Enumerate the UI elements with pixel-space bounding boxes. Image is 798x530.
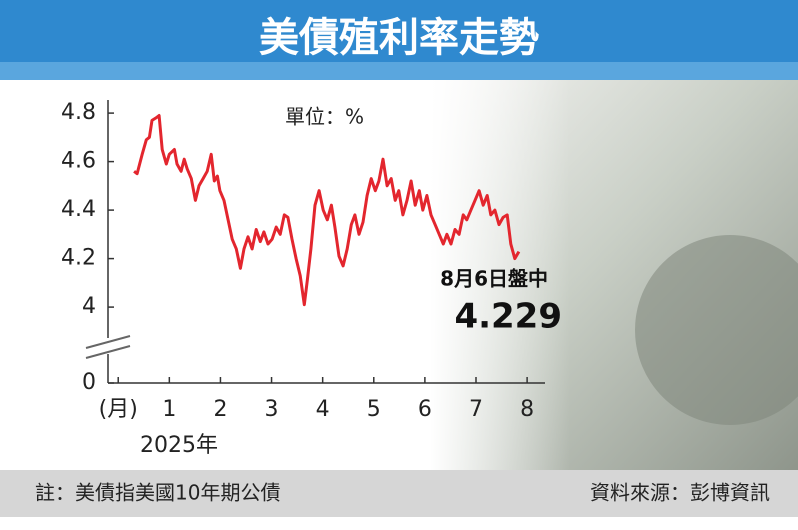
source: 資料來源：彭博資訊 bbox=[590, 481, 770, 505]
value-label: 4.229 bbox=[454, 297, 562, 337]
chart-title: 美債殖利率走勢 bbox=[259, 15, 539, 61]
x-axis-label: 2025年 bbox=[140, 433, 218, 458]
data-line bbox=[133, 114, 521, 307]
annotation: 8月6日盤中 bbox=[440, 267, 548, 291]
x-tick-label: 6 bbox=[418, 397, 432, 422]
x-tick-label: 4 bbox=[316, 397, 330, 422]
image-fade bbox=[430, 80, 570, 472]
portrait bbox=[635, 235, 798, 425]
y-tick-label: 4.2 bbox=[61, 246, 96, 271]
x-tick-label: 7 bbox=[469, 397, 483, 422]
y-tick-label: 0 bbox=[82, 370, 96, 395]
x-tick-label: 5 bbox=[367, 397, 381, 422]
axis-break bbox=[85, 345, 131, 359]
y-tick-label: 4.6 bbox=[61, 149, 96, 174]
footnote: 註：美債指美國10年期公債 bbox=[35, 481, 280, 505]
x-tick-label: 2 bbox=[213, 397, 227, 422]
x-tick-label: 3 bbox=[265, 397, 279, 422]
y-tick-label: 4.8 bbox=[61, 100, 96, 125]
axis-break bbox=[85, 335, 131, 349]
x-tick-label: 8 bbox=[520, 397, 534, 422]
y-tick-label: 4.4 bbox=[61, 197, 96, 222]
x-tick-label: (月) bbox=[99, 397, 138, 422]
y-tick-label: 4 bbox=[82, 294, 96, 319]
x-tick-label: 1 bbox=[162, 397, 176, 422]
unit-label: 單位：% bbox=[285, 105, 364, 129]
banner-stripe bbox=[0, 62, 798, 80]
footer bbox=[0, 470, 798, 517]
